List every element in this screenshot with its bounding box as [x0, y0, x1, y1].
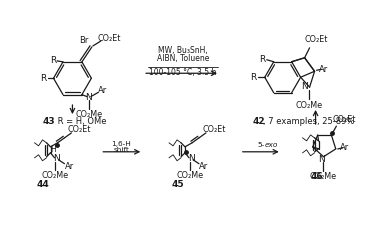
Text: 5-: 5- [257, 142, 265, 148]
Text: N: N [301, 82, 308, 91]
Text: Ar: Ar [199, 162, 209, 171]
Text: CO₂Et: CO₂Et [202, 125, 226, 134]
Text: 100-105 °C, 3.5 h: 100-105 °C, 3.5 h [149, 68, 217, 77]
Text: CO₂Me: CO₂Me [75, 110, 102, 119]
Text: , 7 examples, 25-89%: , 7 examples, 25-89% [263, 118, 354, 126]
Text: 45: 45 [172, 180, 184, 189]
Text: 42: 42 [253, 118, 265, 126]
Text: CO₂Me: CO₂Me [310, 172, 337, 181]
Text: R: R [259, 55, 265, 64]
Text: MW, Bu₃SnH,: MW, Bu₃SnH, [158, 46, 208, 55]
Text: N: N [86, 93, 92, 102]
Text: H: H [51, 145, 56, 154]
Text: CO₂Et: CO₂Et [333, 115, 356, 124]
Text: N: N [53, 154, 60, 163]
Text: AIBN, Toluene: AIBN, Toluene [157, 54, 209, 63]
Text: CO₂Me: CO₂Me [42, 171, 69, 180]
Text: 46: 46 [310, 172, 323, 181]
Text: R: R [40, 74, 47, 83]
Text: 1,6-H: 1,6-H [111, 141, 131, 147]
Text: Br: Br [79, 35, 89, 44]
Text: CO₂Et: CO₂Et [97, 34, 121, 43]
Text: shift: shift [113, 147, 129, 153]
Text: CO₂Et: CO₂Et [68, 125, 91, 134]
Text: Ar: Ar [65, 162, 74, 171]
Text: 44: 44 [36, 180, 49, 189]
Text: Ar: Ar [340, 143, 349, 153]
Text: N: N [318, 155, 325, 164]
Text: CO₂Et: CO₂Et [305, 35, 328, 44]
Text: Ar: Ar [319, 65, 328, 74]
Text: 43: 43 [42, 118, 55, 126]
Text: R: R [50, 56, 56, 65]
Text: R = H, OMe: R = H, OMe [56, 118, 107, 126]
Text: exo: exo [265, 142, 278, 148]
Text: N: N [187, 154, 194, 163]
Text: R: R [250, 73, 256, 82]
Text: Ar: Ar [98, 86, 107, 95]
Text: CO₂Me: CO₂Me [295, 101, 322, 110]
Text: CO₂Me: CO₂Me [177, 171, 203, 180]
